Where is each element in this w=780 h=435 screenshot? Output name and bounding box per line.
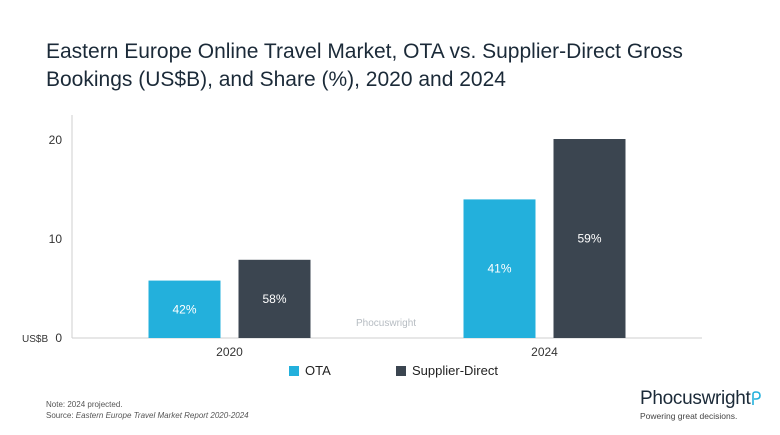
brand-tagline: Powering great decisions. [640, 411, 738, 421]
footnote: Note: 2024 projected. Source: Eastern Eu… [46, 399, 249, 421]
x-tick-label-2024: 2024 [531, 345, 558, 359]
watermark: Phocuswright [356, 318, 416, 329]
bar-label-ota-2020: 42% [172, 302, 196, 316]
y-tick-label-20: 20 [49, 133, 63, 147]
y-tick-label-10: 10 [49, 232, 63, 246]
legend-swatch-supplier-direct [396, 365, 406, 376]
y-tick-label-0: 0 [55, 331, 62, 345]
bar-ota-2020 [148, 280, 221, 338]
note-text: Note: 2024 projected. [46, 400, 123, 409]
bar-ota-2024 [463, 199, 536, 338]
legend-swatch-ota [289, 365, 299, 376]
bar-supplier-direct-2020 [238, 259, 311, 338]
brand-logo: Phocuswright Powering great decisions. [640, 388, 770, 421]
watermark-text: Phocuswright [356, 318, 417, 329]
bar-label-ota-2024: 41% [487, 262, 511, 276]
chart-title-line-1: Eastern Europe Online Travel Market, OTA… [46, 40, 683, 63]
brand-name: Phocuswright [640, 388, 751, 409]
y-unit-label: US$B [22, 334, 48, 345]
chart-title: Eastern Europe Online Travel Market, OTA… [46, 38, 746, 94]
chart-title-line-2: Bookings (US$B), and Share (%), 2020 and… [46, 68, 506, 91]
x-tick-label-2020: 2020 [216, 345, 243, 359]
source-title: Eastern Europe Travel Market Report 2020… [75, 411, 249, 420]
bar-supplier-direct-2024 [553, 139, 626, 338]
brand-wordmark: Phocuswright [640, 388, 770, 410]
bar-label-supplier-direct-2020: 58% [262, 292, 286, 306]
legend-label-ota: OTA [305, 363, 331, 378]
brand-mark-icon [752, 391, 762, 405]
source-text: Source: Eastern Europe Travel Market Rep… [46, 410, 249, 421]
bar-label-supplier-direct-2024: 59% [577, 232, 601, 246]
legend-item-ota: OTA [289, 363, 331, 378]
legend-label-supplier-direct: Supplier-Direct [412, 363, 498, 378]
legend-item-supplier-direct: Supplier-Direct [396, 363, 498, 378]
source-prefix: Source: [46, 411, 76, 420]
